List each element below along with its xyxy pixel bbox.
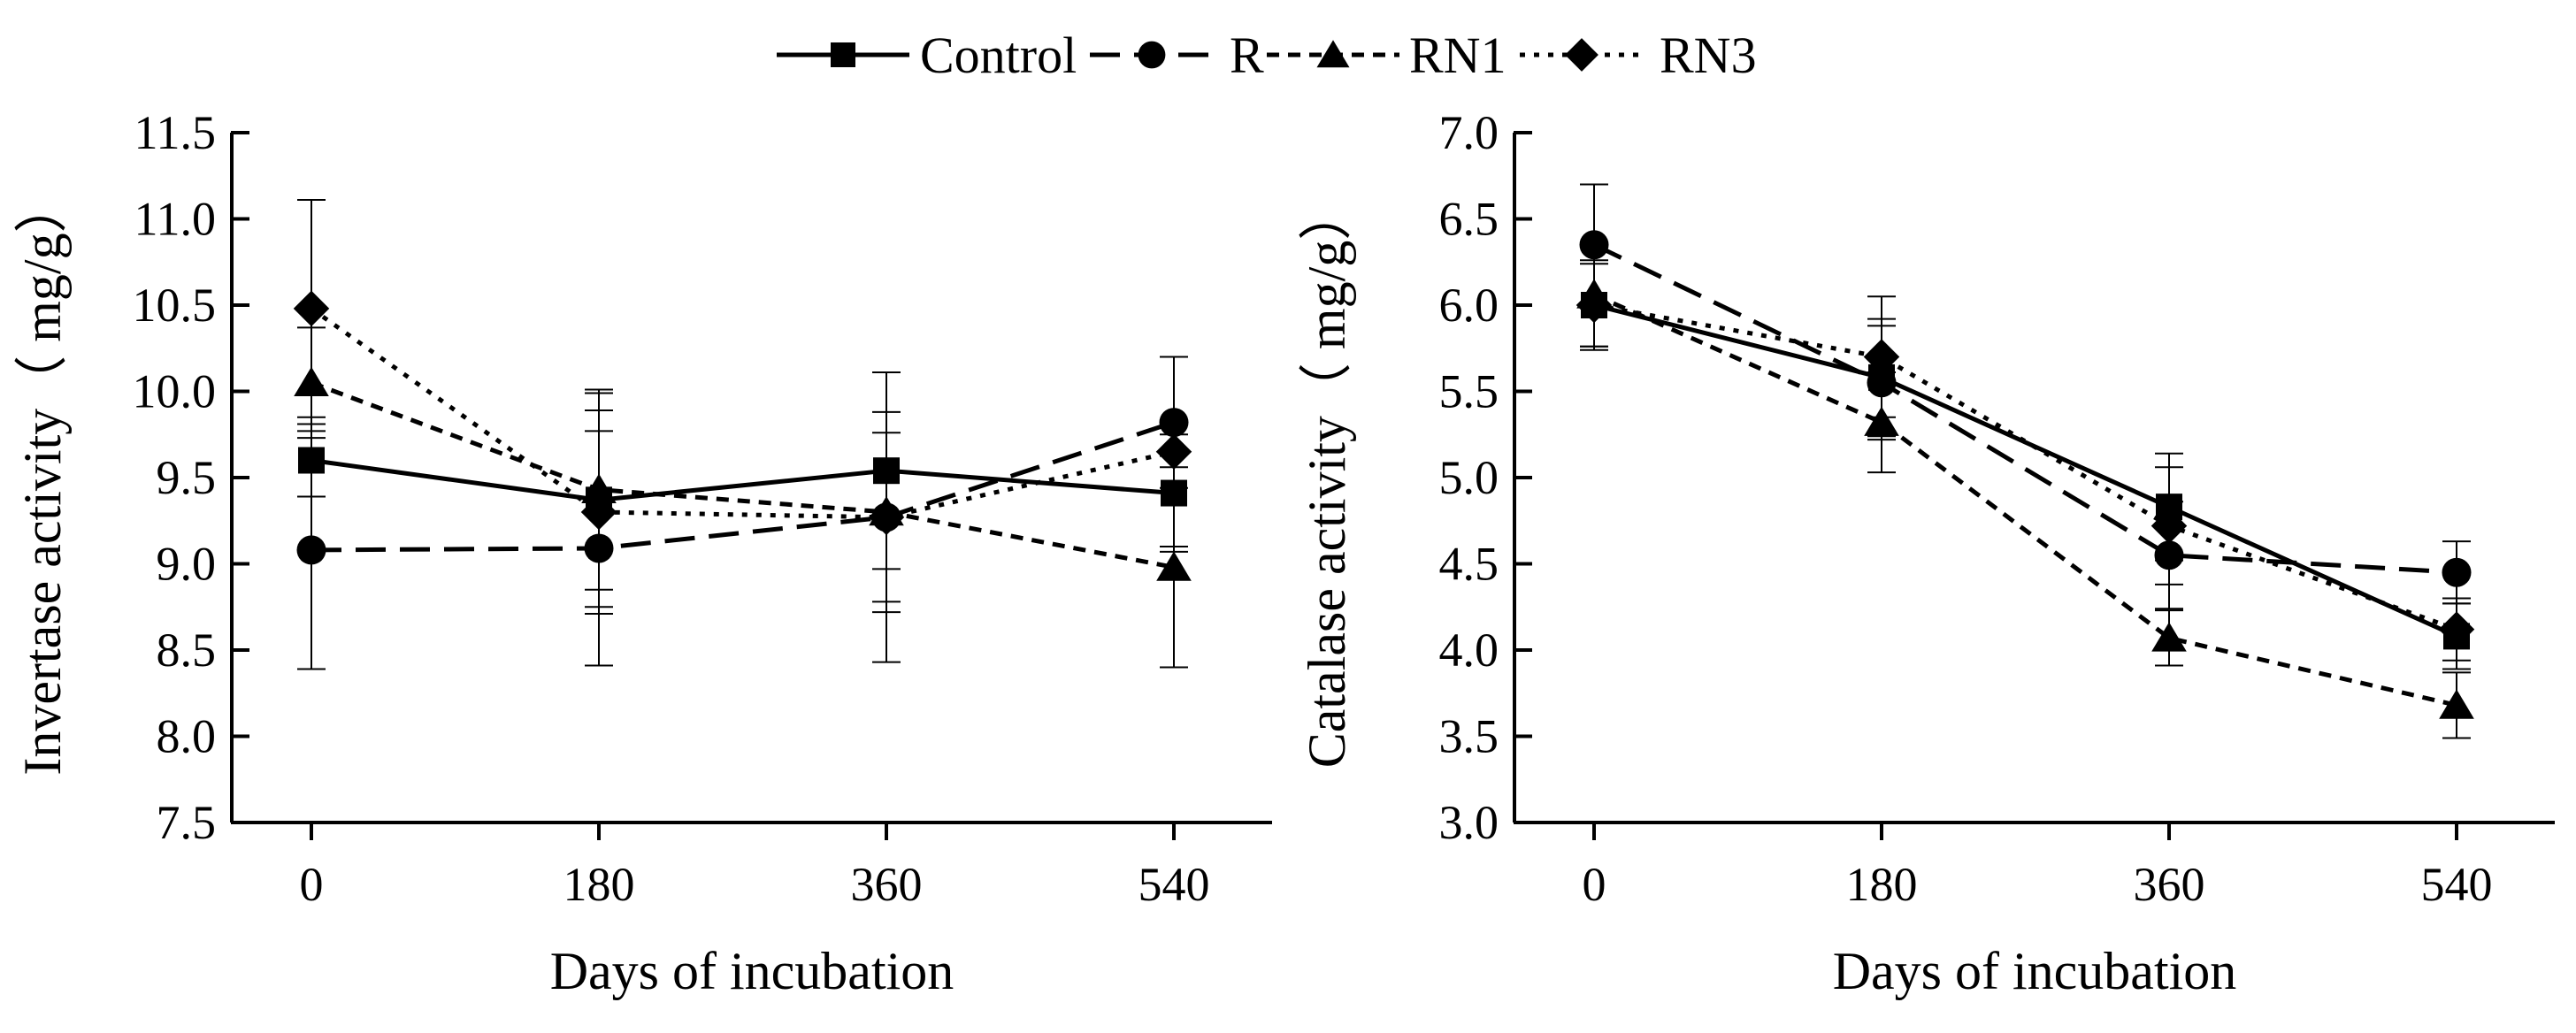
y-tick-label: 4.5 [1439,538,1499,591]
y-tick-label: 7.5 [157,796,217,849]
data-point-control [873,457,900,485]
y-tick-label: 4.0 [1439,624,1499,677]
legend-label-control: Control [920,27,1077,84]
x-tick-label: 540 [1138,858,1210,911]
y-tick-label: 9.0 [157,538,217,591]
y-tick-label: 3.0 [1439,796,1499,849]
series-line-r [1592,242,2457,575]
legend-marker-rn3 [1565,38,1598,72]
x-tick-label: 180 [1846,858,1918,911]
series-line-control [1593,302,2458,639]
data-point-control [1161,479,1187,507]
x-tick-label: 360 [851,858,923,911]
y-tick-label: 5.0 [1439,451,1499,504]
data-point-r [2154,540,2184,570]
data-point-r [1579,230,1609,260]
data-point-rn3 [580,494,617,531]
data-point-r [1159,408,1189,438]
data-point-rn3 [1863,339,1900,375]
data-point-rn3 [2150,508,2188,544]
x-axis-title: Days of incubation [1833,942,2237,1000]
chart-panel-invertase: 7.5 8.0 8.5 9.0 9.5 10.0 10.5 11.0 11.5 0 180 360 54… [13,106,1272,1000]
series-line-rn1 [1592,293,2457,708]
data-point-rn3 [868,499,905,536]
series-line-r [310,420,1175,553]
legend-label-r: R [1230,27,1264,84]
data-point-r [1867,368,1897,398]
chart-panel-catalase: 3.0 3.5 4.0 4.5 5.0 5.5 6.0 6.5 7.0 0 180 360 540 Day… [1298,106,2555,1000]
y-axis-title: Invertase activity（ mg/g） [13,180,72,775]
x-tick-label: 360 [2134,858,2205,911]
data-point-rn1 [2439,689,2474,719]
y-tick-label: 8.5 [157,624,217,677]
data-point-r [2442,557,2472,587]
y-tick-label: 5.5 [1439,365,1499,418]
data-point-control [298,447,325,474]
y-tick-label: 11.5 [134,106,217,159]
legend-label-rn1: RN1 [1409,27,1506,84]
y-tick-label: 10.0 [133,365,217,418]
data-point-r [584,533,614,563]
data-point-rn3 [2438,611,2475,647]
y-tick-label: 9.5 [157,451,217,504]
legend-marker-rn1 [1316,40,1350,68]
x-tick-label: 540 [2421,858,2493,911]
x-axis-title: Days of incubation [550,942,954,1000]
data-point-rn3 [1576,287,1613,324]
x-tick-label: 0 [1583,858,1606,911]
data-point-rn1 [1864,406,1899,436]
data-point-rn1 [1156,551,1192,581]
data-point-r [296,535,326,565]
y-axis-title: Catalase activity（ mg/g） [1298,187,1356,769]
y-tick-label: 7.0 [1439,106,1499,159]
legend: Control R RN1 RN3 [777,27,1757,84]
y-tick-label: 8.0 [157,710,217,763]
data-point-rn1 [2151,622,2187,652]
legend-marker-r [1138,41,1166,69]
y-tick-label: 6.0 [1439,279,1499,332]
legend-label-rn3: RN3 [1660,27,1757,84]
series-line-control [310,458,1175,502]
y-tick-label: 3.5 [1439,710,1499,763]
series-line-rn1 [310,380,1175,570]
y-tick-label: 6.5 [1439,193,1499,246]
series-line-rn3 [1593,302,2457,631]
y-tick-label: 10.5 [133,279,217,332]
data-point-rn1 [581,473,617,503]
series-line-rn3 [310,306,1175,520]
data-point-rn3 [293,290,330,327]
data-point-rn1 [294,366,329,397]
data-point-rn3 [1155,433,1192,470]
x-tick-label: 180 [564,858,635,911]
legend-marker-control [831,42,855,67]
x-tick-label: 0 [300,858,324,911]
y-tick-label: 11.0 [134,193,217,246]
